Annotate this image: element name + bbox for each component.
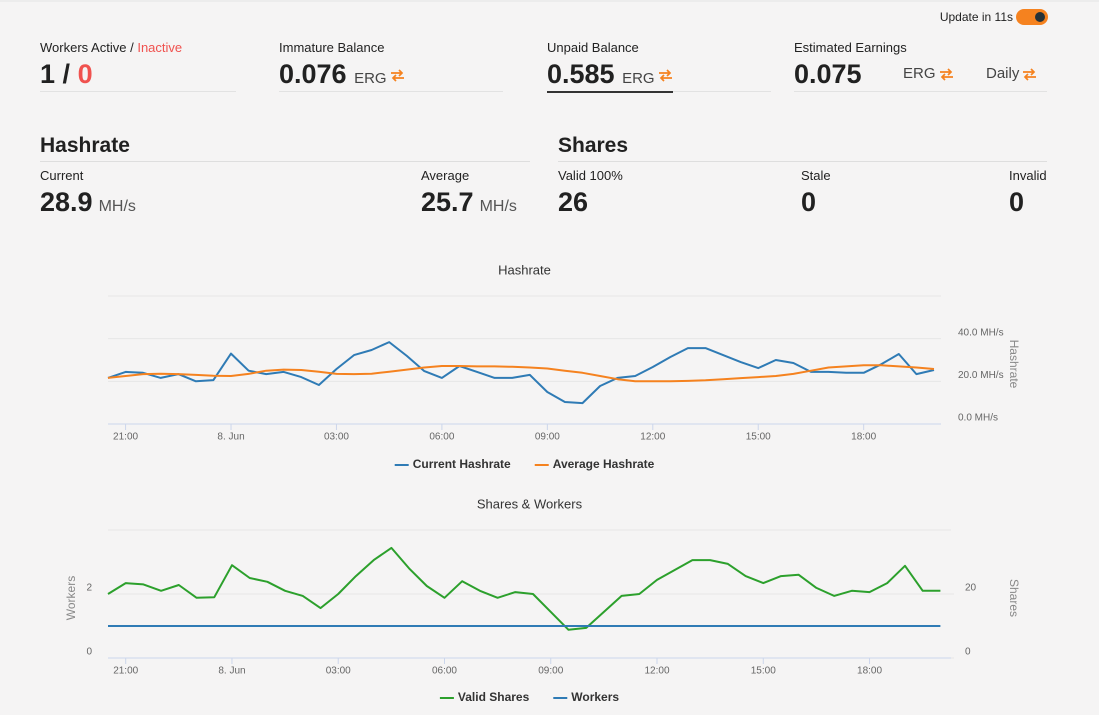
x-tick-label: 21:00	[113, 666, 138, 677]
y2-tick-label: 20	[965, 583, 977, 594]
y-tick-label: 40.0 MH/s	[958, 327, 1004, 338]
value: 0.075	[794, 59, 862, 89]
value: 0	[801, 187, 817, 217]
y-tick-label: 2	[86, 583, 92, 594]
label: Stale	[801, 168, 831, 183]
valid-shares: Valid 100% 26	[558, 168, 623, 218]
value: 0	[77, 59, 93, 89]
period: Daily	[986, 65, 1020, 82]
label: Immature Balance	[279, 40, 385, 55]
y-tick-label: 0.0 MH/s	[958, 413, 998, 424]
value-row: 25.7 MH/s	[421, 187, 517, 218]
x-tick-label: 8. Jun	[217, 432, 244, 443]
x-tick-label: 03:00	[326, 666, 351, 677]
label: Current	[40, 168, 84, 183]
update-label: Update in 11s	[939, 10, 1013, 24]
stale-shares: Stale 0	[801, 168, 831, 218]
swap-icon[interactable]	[1022, 67, 1037, 81]
value: 28.9	[40, 187, 93, 217]
label: Unpaid Balance	[547, 40, 639, 55]
value-row: 28.9 MH/s	[40, 187, 136, 218]
separator: /	[62, 59, 71, 89]
legend-label: Current Hashrate	[413, 457, 511, 471]
value: 1	[40, 59, 56, 89]
toggle-knob	[1035, 12, 1045, 22]
series-line	[107, 341, 935, 405]
label: Invalid	[1009, 168, 1047, 183]
value-row: 0.585 ERG	[547, 59, 673, 93]
update-toggle[interactable]	[1016, 9, 1048, 25]
unit: ERG	[354, 70, 387, 87]
unit-switch[interactable]: ERG	[903, 65, 954, 82]
label: Workers Active	[40, 40, 127, 55]
swap-icon[interactable]	[939, 67, 954, 81]
unpaid-stat: Unpaid Balance 0.585 ERG	[547, 40, 771, 93]
workers-stat: Workers Active / Inactive 1 / 0	[40, 40, 236, 92]
y-tick-label: 0	[86, 647, 92, 658]
y-axis-title: Workers	[64, 576, 78, 620]
average-hashrate: Average 25.7 MH/s	[421, 168, 517, 218]
label: Inactive	[137, 40, 183, 55]
series-line	[107, 364, 935, 383]
x-tick-label: 18:00	[851, 432, 876, 443]
x-tick-label: 09:00	[535, 432, 560, 443]
y2-axis-title: Shares	[1007, 579, 1021, 617]
legend-label: Valid Shares	[458, 690, 530, 704]
y2-tick-label: 0	[965, 647, 971, 658]
value-row: 0.076 ERG	[279, 59, 503, 90]
x-tick-label: 8. Jun	[218, 666, 245, 677]
section-title: Hashrate	[40, 134, 530, 162]
x-tick-label: 06:00	[429, 432, 454, 443]
x-tick-label: 03:00	[324, 432, 349, 443]
x-tick-label: 18:00	[857, 666, 882, 677]
separator: /	[130, 40, 134, 55]
y-tick-label: 20.0 MH/s	[958, 370, 1004, 381]
x-tick-label: 12:00	[640, 432, 665, 443]
top-border	[0, 0, 1099, 2]
x-tick-label: 15:00	[751, 666, 776, 677]
unit: MH/s	[98, 198, 136, 215]
label: Valid 100%	[558, 168, 623, 183]
workers-value: 1 / 0	[40, 59, 236, 90]
estimated-stat: Estimated Earnings 0.075 ERG Daily	[794, 40, 1047, 92]
chart-title: Hashrate	[498, 262, 551, 277]
chart-title: Shares & Workers	[477, 496, 583, 511]
unit: ERG	[622, 70, 655, 87]
swap-icon[interactable]	[658, 69, 673, 82]
x-tick-label: 06:00	[432, 666, 457, 677]
label: Estimated Earnings	[794, 40, 907, 55]
unit: MH/s	[479, 198, 517, 215]
x-tick-label: 15:00	[746, 432, 771, 443]
value: 25.7	[421, 187, 474, 217]
value: 0	[1009, 187, 1025, 217]
immature-stat: Immature Balance 0.076 ERG	[279, 40, 503, 92]
value: 0.585	[547, 59, 615, 89]
swap-icon[interactable]	[390, 69, 405, 82]
legend-label: Average Hashrate	[553, 457, 655, 471]
unit: ERG	[903, 65, 936, 82]
legend: Valid Shares Workers	[439, 690, 619, 704]
workers-label: Workers Active / Inactive	[40, 40, 236, 55]
series-line	[107, 546, 941, 631]
period-switch[interactable]: Daily	[986, 65, 1037, 82]
x-tick-label: 12:00	[644, 666, 669, 677]
value: 26	[558, 187, 589, 217]
x-tick-label: 21:00	[113, 432, 138, 443]
value: 0.076	[279, 59, 347, 89]
invalid-shares: Invalid 0	[1009, 168, 1047, 218]
section-title: Shares	[558, 134, 1047, 162]
label: Average	[421, 168, 470, 183]
y-axis-title: Hashrate	[1007, 340, 1021, 389]
legend: Current Hashrate Average Hashrate	[394, 457, 655, 471]
current-hashrate: Current 28.9 MH/s	[40, 168, 136, 218]
x-tick-label: 09:00	[538, 666, 563, 677]
legend-label: Workers	[571, 690, 619, 704]
